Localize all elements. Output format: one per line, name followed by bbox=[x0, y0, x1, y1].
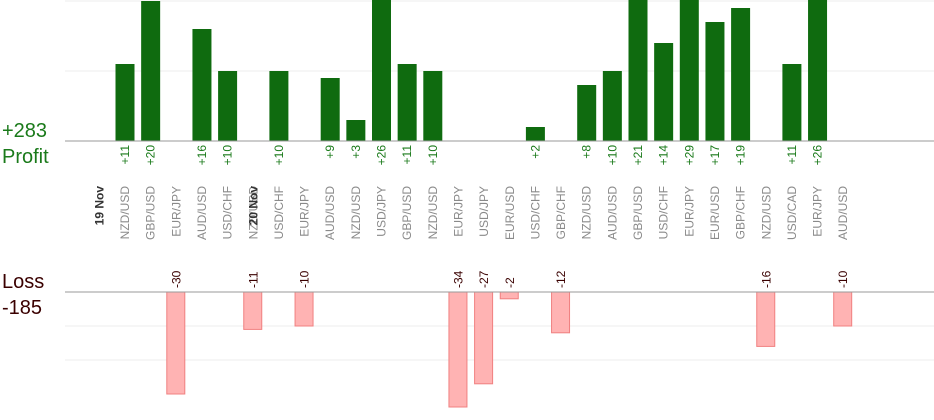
profit-bar bbox=[192, 29, 212, 141]
loss-value-label: -11 bbox=[246, 271, 260, 288]
loss-value-label: -10 bbox=[836, 270, 850, 288]
profit-bar bbox=[602, 71, 622, 141]
profit-bar bbox=[372, 0, 391, 141]
profit-value-label: +10 bbox=[221, 145, 235, 166]
category-label: GBP/USD bbox=[631, 186, 645, 240]
profit-value-label: +3 bbox=[349, 145, 363, 159]
category-label: EUR/JPY bbox=[451, 186, 465, 237]
profit-value-label: +14 bbox=[657, 145, 671, 166]
profit-bar bbox=[705, 22, 725, 141]
loss-value-label: -34 bbox=[451, 270, 465, 288]
category-label: USD/JPY bbox=[477, 186, 491, 237]
profit-bar bbox=[397, 64, 417, 141]
bars-layer bbox=[115, 0, 853, 408]
profit-bar bbox=[808, 0, 828, 141]
loss-value-label: -10 bbox=[298, 270, 312, 288]
date-group-label: 19 Nov bbox=[92, 186, 106, 226]
category-label: USD/CHF bbox=[272, 186, 286, 239]
category-label: USD/JPY bbox=[375, 186, 389, 237]
profit-value-label: +29 bbox=[682, 145, 696, 166]
loss-value-label: -16 bbox=[759, 270, 773, 288]
category-label: EUR/USD bbox=[503, 186, 517, 240]
category-label: GBP/CHF bbox=[554, 186, 568, 239]
profit-value-label: +16 bbox=[195, 145, 209, 166]
profit-bar bbox=[269, 71, 289, 141]
loss-value-label: -2 bbox=[503, 277, 517, 288]
category-label: EUR/JPY bbox=[169, 186, 183, 237]
loss-value-label: -30 bbox=[169, 270, 183, 288]
profit-value-label: +10 bbox=[272, 145, 286, 166]
profit-value-label: +2 bbox=[528, 145, 542, 159]
category-label: EUR/JPY bbox=[298, 186, 312, 237]
category-label: NZD/USD bbox=[118, 186, 132, 240]
profit-value-label: +26 bbox=[811, 145, 825, 166]
profit-value-label: +11 bbox=[118, 145, 132, 165]
category-label: AUD/USD bbox=[195, 186, 209, 240]
category-label: AUD/USD bbox=[605, 186, 619, 240]
loss-value-label: -12 bbox=[554, 270, 568, 288]
category-label: GBP/USD bbox=[144, 186, 158, 240]
profit-bar bbox=[679, 0, 699, 141]
loss-label: Loss bbox=[2, 271, 44, 293]
category-label: USD/CHF bbox=[657, 186, 671, 239]
profit-value-label: +11 bbox=[400, 145, 414, 165]
category-label: NZD/USD bbox=[580, 186, 594, 240]
category-label: NZD/USD bbox=[426, 186, 440, 240]
loss-bar bbox=[474, 291, 494, 385]
category-label: USD/CHF bbox=[221, 186, 235, 239]
profit-bar bbox=[346, 120, 366, 141]
profit-value-label: +8 bbox=[580, 145, 594, 159]
profit-value-label: +20 bbox=[144, 145, 158, 166]
loss-bar bbox=[294, 291, 314, 327]
profit-bar bbox=[423, 71, 443, 141]
profit-bar bbox=[577, 85, 597, 141]
profit-bar bbox=[731, 8, 751, 141]
profit-label: Profit bbox=[2, 146, 49, 168]
loss-bar bbox=[833, 291, 853, 327]
value-labels-layer: +11 +20 -30 +16 +10 -11 +10 -10 +9 +3 +26 +11 +10 -34… bbox=[118, 145, 850, 288]
profit-value-label: +9 bbox=[323, 145, 337, 159]
profit-value-label: +19 bbox=[734, 145, 748, 166]
profit-bar bbox=[782, 64, 802, 141]
category-label: NZD/USD bbox=[349, 186, 363, 240]
profit-bar bbox=[218, 71, 238, 141]
profit-bar bbox=[654, 43, 674, 141]
date-group-label: 20 Nov bbox=[246, 186, 260, 226]
loss-bar bbox=[448, 291, 468, 408]
category-label: GBP/USD bbox=[400, 186, 414, 240]
loss-bar bbox=[756, 291, 776, 347]
category-labels-layer: NZD/USD GBP/USD EUR/JPY AUD/USD USD/CHF NZD/U… bbox=[92, 186, 850, 240]
category-label: EUR/USD bbox=[708, 186, 722, 240]
category-label: EUR/JPY bbox=[682, 186, 696, 237]
loss-bar bbox=[499, 291, 519, 300]
profit-bar bbox=[320, 78, 340, 141]
category-label: NZD/USD bbox=[759, 186, 773, 240]
category-label: USD/CAD bbox=[785, 186, 799, 240]
profit-value-label: +21 bbox=[631, 145, 645, 166]
profit-value-label: +11 bbox=[785, 145, 799, 165]
category-label: USD/CHF bbox=[528, 186, 542, 239]
profit-value-label: +10 bbox=[426, 145, 440, 166]
profit-total: +283 bbox=[2, 120, 47, 142]
profit-value-label: +17 bbox=[708, 145, 722, 166]
profit-value-label: +10 bbox=[605, 145, 619, 166]
category-label: AUD/USD bbox=[836, 186, 850, 240]
profit-bar bbox=[141, 1, 161, 141]
category-label: GBP/CHF bbox=[734, 186, 748, 239]
loss-bar bbox=[243, 291, 263, 330]
profit-value-label: +26 bbox=[375, 145, 389, 166]
profit-bar bbox=[525, 127, 545, 141]
loss-bar bbox=[166, 291, 186, 395]
profit-bar bbox=[628, 0, 648, 141]
loss-gridlines bbox=[65, 325, 934, 361]
category-label: NZD/USD bbox=[246, 186, 260, 240]
loss-bar bbox=[551, 291, 571, 334]
profit-bar bbox=[115, 64, 135, 141]
loss-value-label: -27 bbox=[477, 270, 491, 288]
loss-total: -185 bbox=[2, 297, 42, 319]
category-label: EUR/JPY bbox=[811, 186, 825, 237]
category-label: AUD/USD bbox=[323, 186, 337, 240]
